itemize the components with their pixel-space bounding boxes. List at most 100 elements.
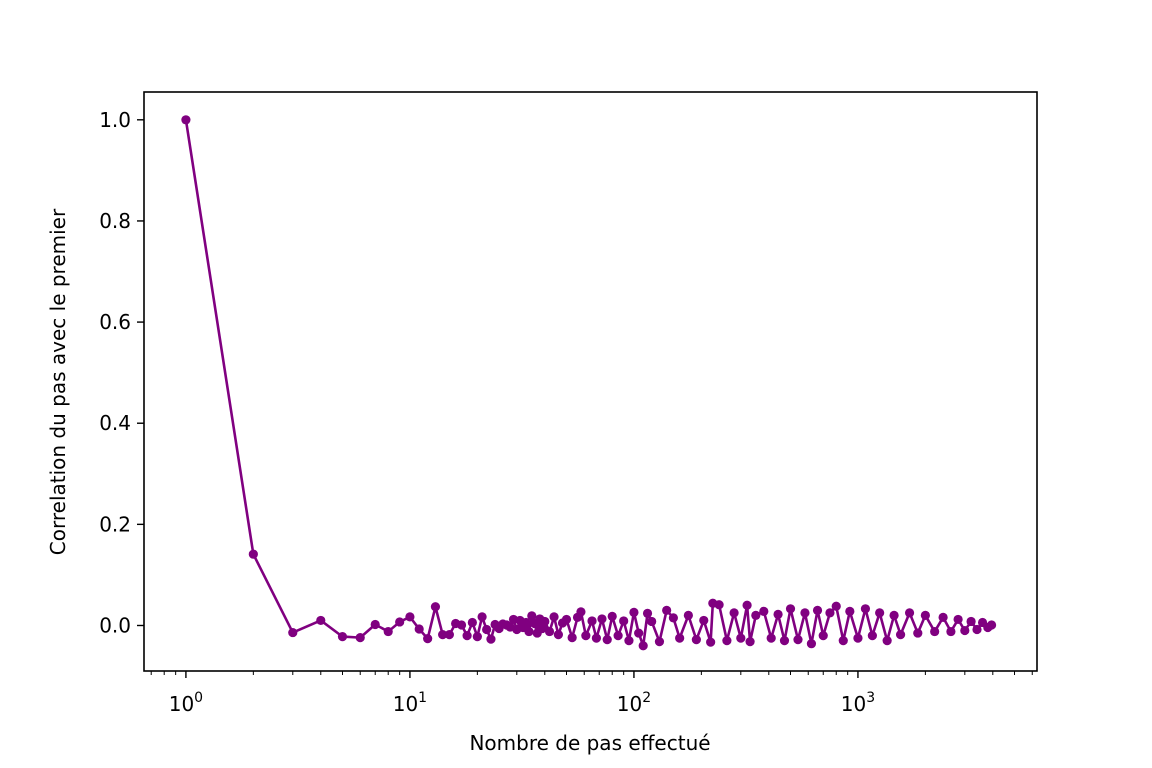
data-point xyxy=(875,608,885,618)
data-point xyxy=(613,631,623,641)
data-point xyxy=(691,635,701,645)
data-point xyxy=(825,608,835,618)
data-point xyxy=(438,629,448,640)
data-point xyxy=(482,624,492,635)
data-point xyxy=(895,629,906,640)
data-point xyxy=(800,608,810,618)
data-point xyxy=(751,610,761,620)
data-point xyxy=(699,615,709,626)
data-point xyxy=(938,612,948,623)
data-point xyxy=(838,636,848,646)
data-point xyxy=(882,636,892,646)
plot-area xyxy=(181,115,997,651)
data-point xyxy=(647,616,657,627)
data-point xyxy=(383,626,393,637)
data-point xyxy=(818,631,828,641)
data-point xyxy=(591,633,602,643)
y-tick-label: 0.6 xyxy=(99,310,131,334)
y-tick-label: 0.0 xyxy=(99,613,131,637)
data-point xyxy=(629,607,639,617)
data-point xyxy=(395,617,405,627)
data-point xyxy=(414,624,424,634)
axes-frame xyxy=(143,91,1038,672)
data-point xyxy=(860,604,871,614)
data-point xyxy=(845,606,855,616)
data-point xyxy=(766,633,776,643)
data-point xyxy=(486,634,496,644)
data-point xyxy=(662,605,672,615)
data-point xyxy=(430,602,441,612)
data-point xyxy=(316,615,326,626)
data-point xyxy=(853,633,863,643)
axis-ticks: 100 101 102 103 0.0 0.2 0.4 0.6 0.8 1.0 xyxy=(99,108,1033,716)
data-point xyxy=(638,641,648,651)
data-point xyxy=(634,628,644,638)
data-point xyxy=(553,629,563,640)
data-point xyxy=(477,612,487,622)
data-point xyxy=(370,619,380,630)
data-point xyxy=(793,635,803,645)
data-point xyxy=(524,626,534,637)
data-point xyxy=(946,626,956,637)
data-point xyxy=(521,617,531,628)
data-point xyxy=(405,612,415,622)
x-tick-label: 102 xyxy=(617,690,651,716)
data-point xyxy=(729,608,739,618)
data-point xyxy=(444,629,454,640)
series-line xyxy=(184,119,993,648)
data-point xyxy=(248,549,258,559)
data-point xyxy=(462,631,472,641)
data-point xyxy=(540,616,550,627)
data-point xyxy=(619,616,629,626)
data-point xyxy=(642,608,653,618)
x-tick-label: 101 xyxy=(393,690,427,716)
data-point xyxy=(722,636,732,646)
data-point xyxy=(759,606,769,616)
x-axis-label: Nombre de pas effectué xyxy=(469,731,710,755)
x-tick-label: 100 xyxy=(169,690,203,716)
data-point xyxy=(544,626,555,637)
y-tick-label: 0.8 xyxy=(99,209,131,233)
data-point xyxy=(736,633,746,643)
data-point xyxy=(986,620,997,630)
data-point xyxy=(960,625,970,636)
data-point xyxy=(683,610,693,620)
data-point xyxy=(654,637,665,647)
data-point xyxy=(773,609,783,619)
data-point xyxy=(537,623,547,634)
data-point xyxy=(785,604,796,614)
data-point xyxy=(607,611,617,621)
data-point xyxy=(288,627,298,638)
y-axis-label: Correlation du pas avec le premier xyxy=(46,208,70,555)
data-point xyxy=(745,637,755,647)
data-point xyxy=(930,626,940,637)
data-point xyxy=(576,607,586,617)
data-point xyxy=(831,601,841,611)
data-point xyxy=(467,617,477,628)
data-point xyxy=(806,639,817,649)
data-point xyxy=(181,115,191,125)
data-point xyxy=(549,612,559,622)
data-point xyxy=(714,600,724,610)
data-point xyxy=(668,613,678,623)
data-point xyxy=(587,616,597,626)
data-point xyxy=(527,611,537,621)
data-point xyxy=(812,605,823,615)
data-point xyxy=(972,624,982,635)
data-point xyxy=(624,636,634,646)
data-point xyxy=(889,610,899,620)
data-point xyxy=(706,637,716,647)
data-point xyxy=(920,610,930,620)
data-point xyxy=(867,631,877,641)
data-point xyxy=(779,636,790,646)
data-point xyxy=(355,633,365,643)
data-point xyxy=(913,628,923,638)
data-point xyxy=(561,614,572,625)
data-point xyxy=(602,635,612,645)
data-point xyxy=(953,614,963,625)
data-point xyxy=(423,634,433,644)
data-point xyxy=(456,620,467,630)
x-tick-label: 103 xyxy=(841,690,875,716)
